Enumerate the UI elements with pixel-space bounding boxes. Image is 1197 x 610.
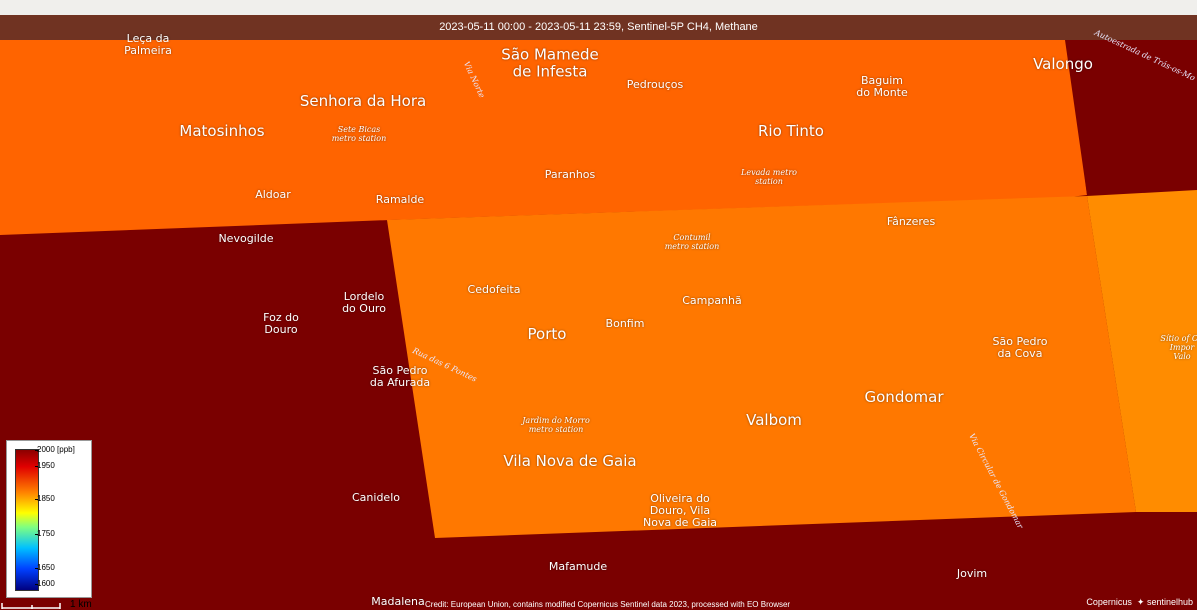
logos: Copernicus ✦ sentinelhub	[1086, 597, 1193, 607]
place-label: Ramalde	[375, 192, 425, 206]
place-label: Valongo	[1033, 54, 1093, 73]
place-label: Rio Tinto	[758, 121, 824, 140]
place-label: Oliveira do Douro, Vila Nova de Gaia	[642, 491, 718, 530]
place-label: São Pedro da Cova	[992, 334, 1048, 360]
header-title: 2023-05-11 00:00 - 2023-05-11 23:59, Sen…	[0, 15, 1197, 40]
place-label: Campanhã	[682, 293, 742, 307]
place-label: Nevogilde	[218, 231, 274, 245]
place-label: Gondomar	[864, 387, 944, 406]
scale-label: 1 km	[70, 599, 92, 610]
metro-station-label: Sítio of OuImporValo	[1160, 333, 1197, 361]
place-label: São Mamede de Infesta	[501, 45, 599, 80]
place-label: Canidelo	[352, 490, 400, 504]
metro-station-label: Contumil metro station	[664, 233, 720, 251]
place-label: Vila Nova de Gaia	[503, 451, 637, 470]
place-label: Baguim do Monte	[856, 73, 908, 99]
place-label: Leça da Palmeira	[124, 31, 172, 57]
legend-tick: 1850	[35, 494, 55, 503]
place-label: Cedofeita	[467, 282, 521, 296]
place-label: Paranhos	[544, 167, 596, 181]
place-label: Foz do Douro	[263, 310, 299, 336]
legend-tick: 1750	[35, 529, 55, 538]
scale-bar	[1, 603, 61, 609]
metro-station-label: Sete Bicas metro station	[331, 125, 387, 143]
copernicus-logo: Copernicus	[1086, 597, 1132, 607]
place-label: Pedrouços	[626, 77, 684, 91]
legend-colorbar	[15, 449, 39, 591]
credit-text: Credit: European Union, contains modifie…	[425, 600, 791, 609]
legend: 2000 [ppb] 1950 1850 1750 1650 1600	[6, 440, 92, 598]
metro-station-label: Jardim do Morro metro station	[522, 416, 590, 434]
legend-tick: 1950	[35, 461, 55, 470]
place-label: Aldoar	[255, 187, 291, 201]
place-label: Jovim	[956, 566, 988, 580]
place-label: Senhora da Hora	[299, 91, 427, 110]
tile-orange-north	[0, 40, 1087, 235]
place-label: São Pedro da Afurada	[369, 363, 431, 389]
place-label: Mafamude	[548, 559, 608, 573]
place-label: Valbom	[746, 410, 802, 429]
tile-dark-red-northeast	[1065, 15, 1197, 195]
place-label: Porto	[527, 324, 567, 343]
sentinelhub-logo: sentinelhub	[1146, 597, 1193, 607]
legend-tick: 1650	[35, 563, 55, 572]
legend-unit-label: 2000 [ppb]	[35, 445, 75, 454]
place-label: Matosinhos	[179, 121, 265, 140]
place-label: Lordelo do Ouro	[342, 289, 386, 315]
tile-orange-central	[387, 196, 1136, 538]
place-label: Bonfim	[605, 316, 645, 330]
place-label: Madalena	[371, 594, 425, 608]
place-label: Fânzeres	[886, 214, 936, 228]
metro-station-label: Levada metro station	[741, 168, 797, 186]
legend-tick: 1600	[35, 579, 55, 588]
tile-light-orange-east	[1087, 190, 1197, 512]
